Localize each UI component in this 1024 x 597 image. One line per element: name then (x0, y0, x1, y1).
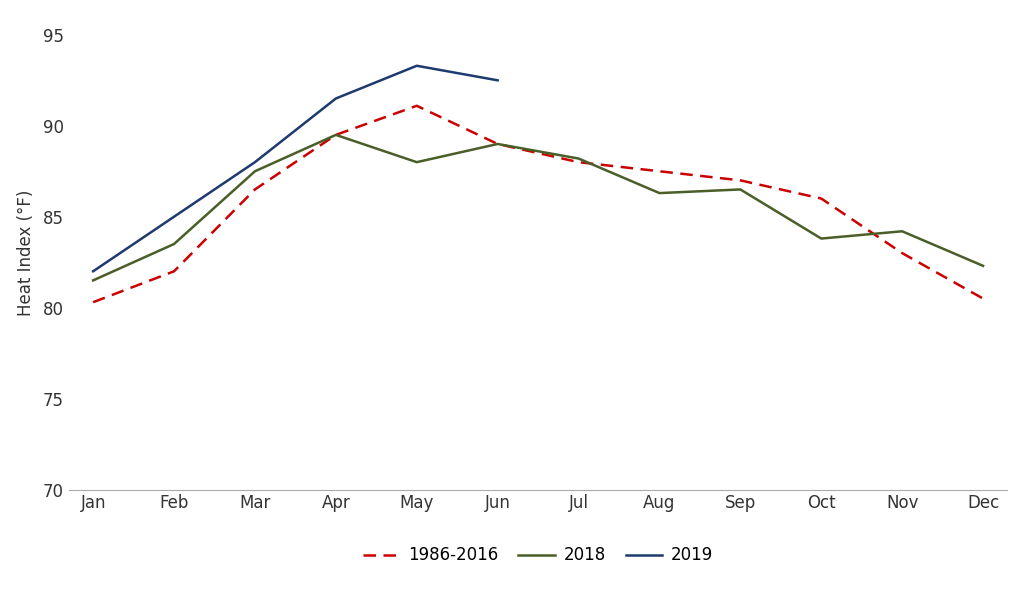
Legend: 1986-2016, 2018, 2019: 1986-2016, 2018, 2019 (356, 540, 720, 571)
Y-axis label: Heat Index (°F): Heat Index (°F) (16, 190, 35, 316)
